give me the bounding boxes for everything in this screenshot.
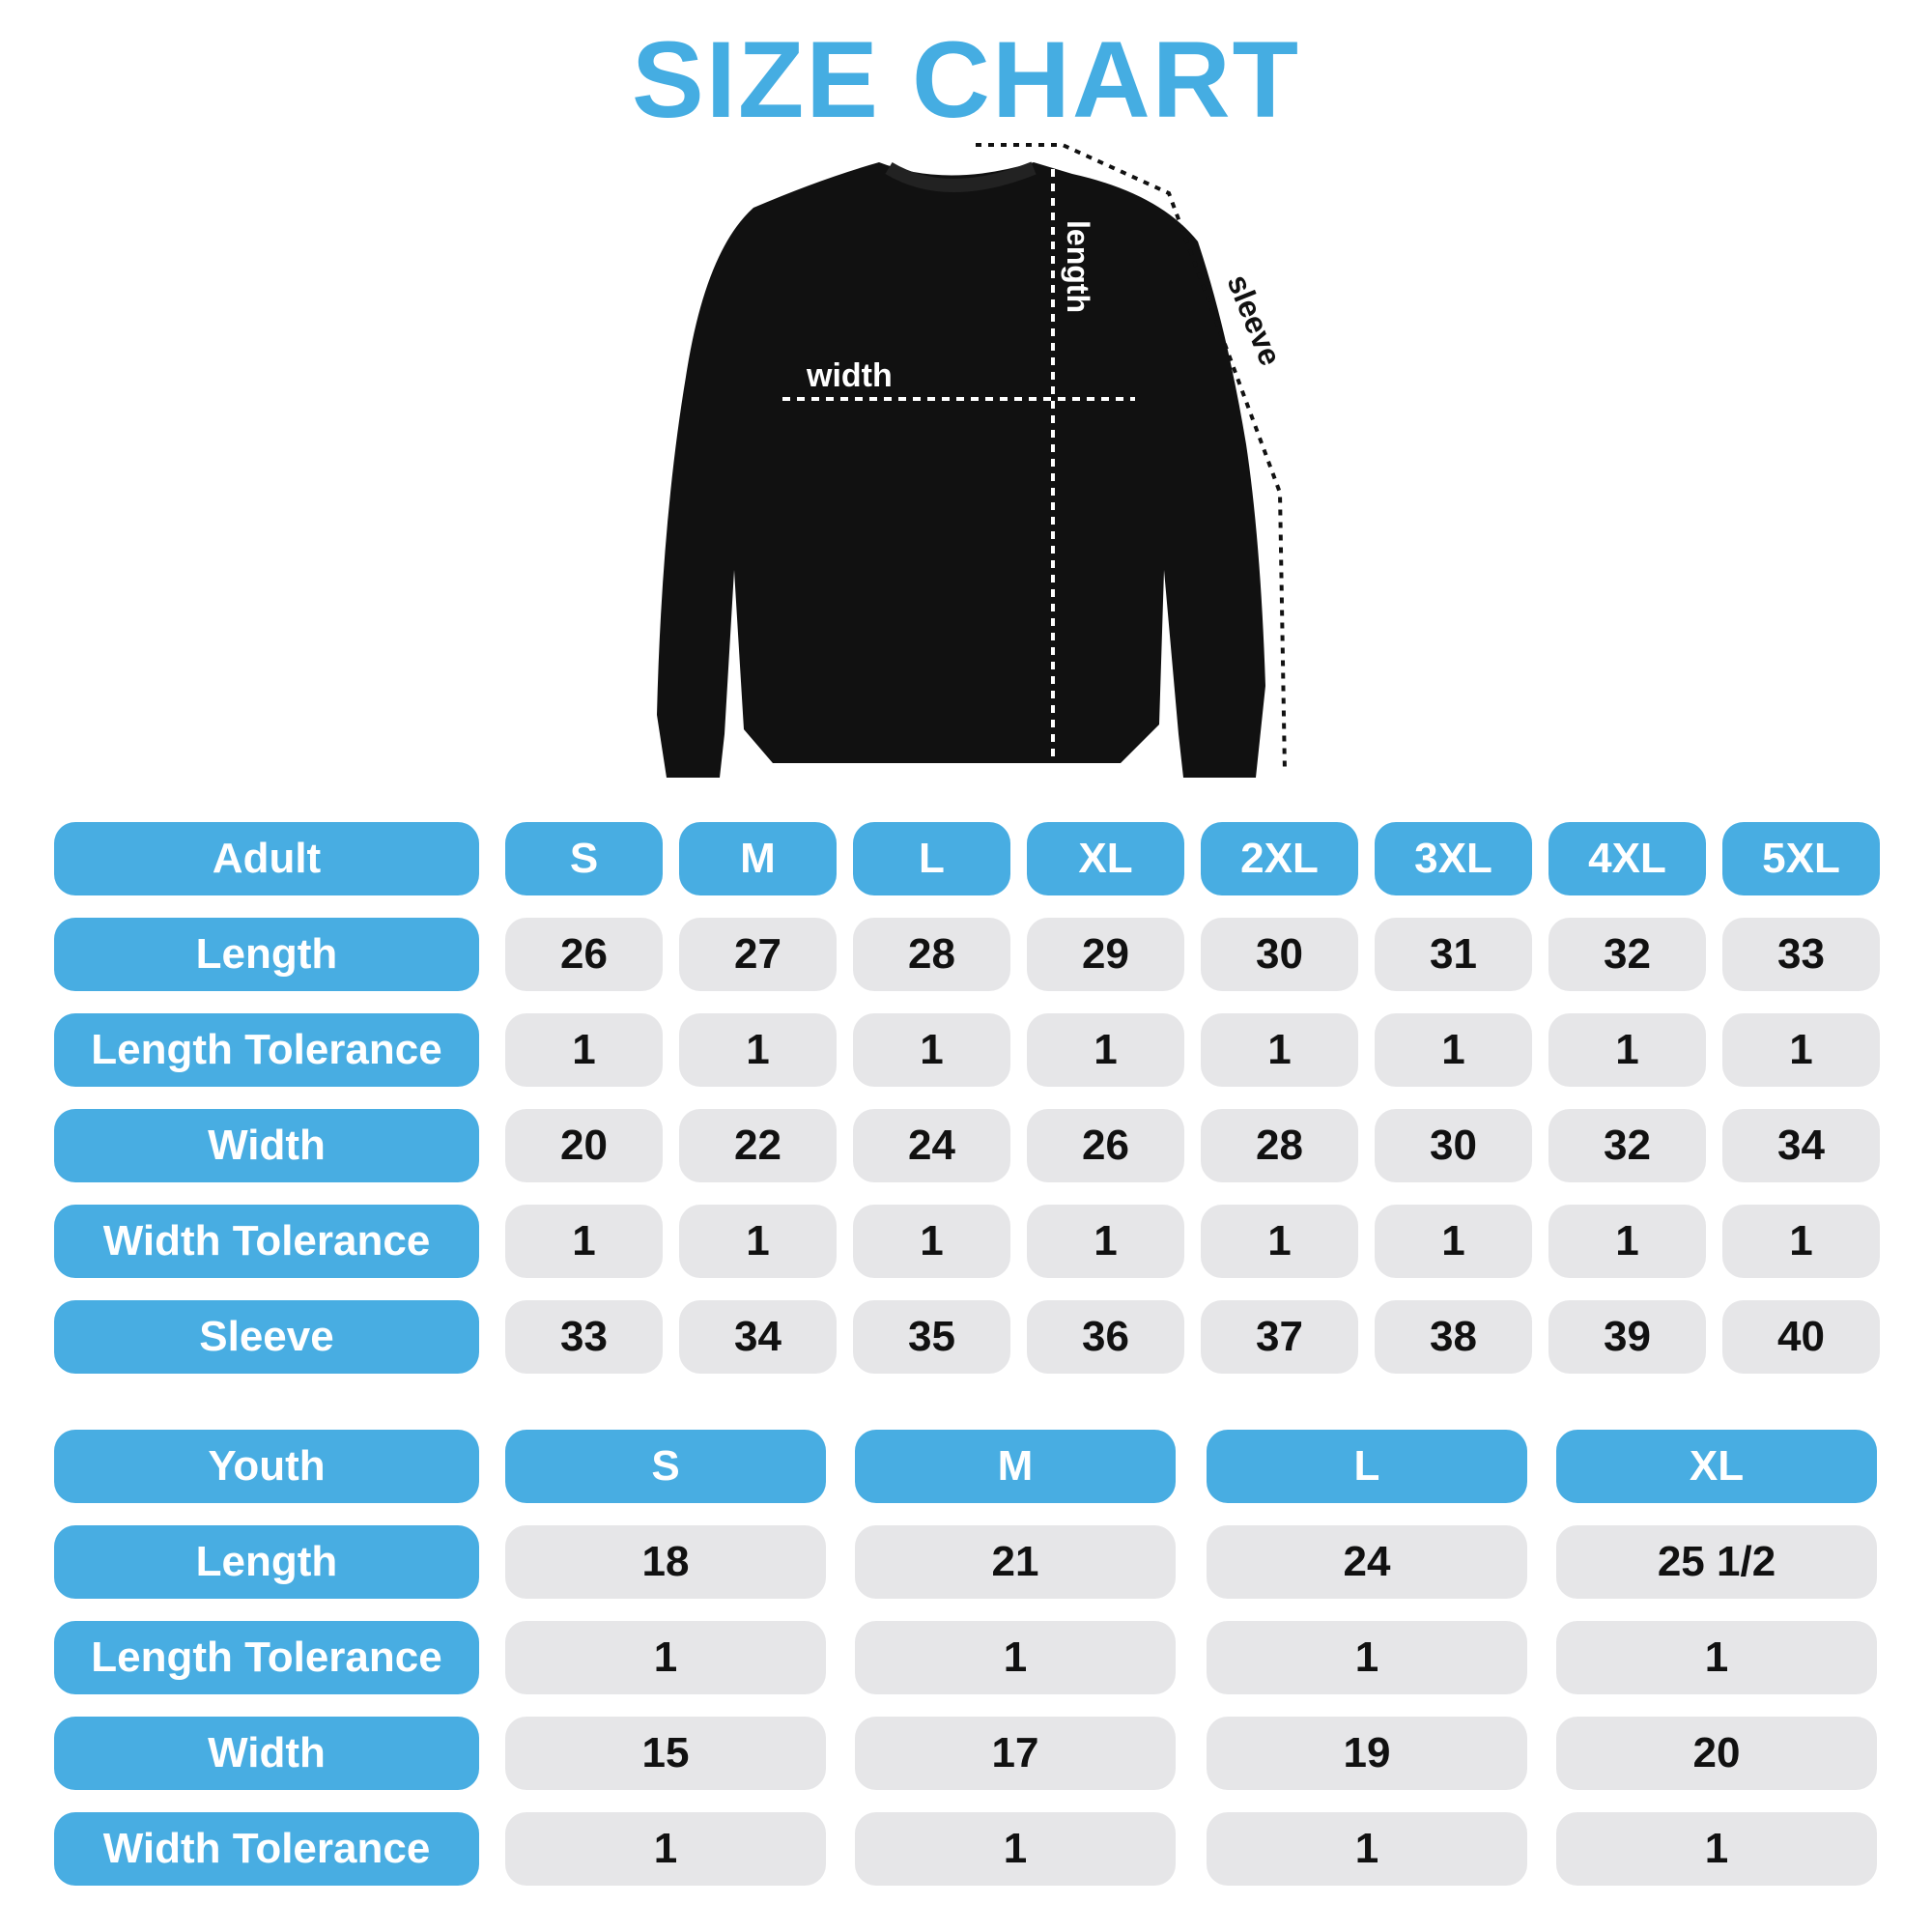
table-cell: 40 — [1722, 1300, 1880, 1374]
table-cell: 20 — [505, 1109, 663, 1182]
table-cell: 33 — [1722, 918, 1880, 991]
table-cell: 35 — [853, 1300, 1010, 1374]
size-header: S — [505, 1430, 826, 1503]
table-cell: 22 — [679, 1109, 837, 1182]
table-cell: 1 — [1027, 1205, 1184, 1278]
table-cell: 34 — [679, 1300, 837, 1374]
row-label: Length Tolerance — [54, 1621, 479, 1694]
sweater-image — [657, 162, 1265, 778]
size-header: 3XL — [1375, 822, 1532, 895]
table-cell: 27 — [679, 918, 837, 991]
table-cell: 36 — [1027, 1300, 1184, 1374]
table-cell: 26 — [1027, 1109, 1184, 1182]
table-cell: 1 — [1722, 1013, 1880, 1087]
table-cell: 1 — [505, 1013, 663, 1087]
table-cell: 1 — [505, 1205, 663, 1278]
table-cell: 30 — [1375, 1109, 1532, 1182]
table-cell: 1 — [1722, 1205, 1880, 1278]
page-title: SIZE CHART — [632, 19, 1300, 140]
size-header: 5XL — [1722, 822, 1880, 895]
row-label: Width Tolerance — [54, 1205, 479, 1278]
size-header: M — [679, 822, 837, 895]
table-cell: 1 — [855, 1621, 1176, 1694]
table-cell: 24 — [853, 1109, 1010, 1182]
row-label: Width — [54, 1717, 479, 1790]
table-cell: 17 — [855, 1717, 1176, 1790]
table-cell: 1 — [855, 1812, 1176, 1886]
table-cell: 25 1/2 — [1556, 1525, 1877, 1599]
row-label: Length — [54, 918, 479, 991]
table-cell: 30 — [1201, 918, 1358, 991]
width-label: width — [806, 357, 893, 394]
sleeve-line — [976, 143, 1287, 774]
table-cell: 1 — [1548, 1205, 1706, 1278]
table-cell: 1 — [1207, 1621, 1527, 1694]
table-cell: 1 — [853, 1013, 1010, 1087]
table-cell: 20 — [1556, 1717, 1877, 1790]
table-cell: 1 — [1556, 1621, 1877, 1694]
size-header: 2XL — [1201, 822, 1358, 895]
table-cell: 1 — [853, 1205, 1010, 1278]
table-cell: 24 — [1207, 1525, 1527, 1599]
table-cell: 31 — [1375, 918, 1532, 991]
table-cell: 29 — [1027, 918, 1184, 991]
row-label: Length — [54, 1525, 479, 1599]
row-label: Width — [54, 1109, 479, 1182]
table-cell: 1 — [679, 1013, 837, 1087]
row-label: Width Tolerance — [54, 1812, 479, 1886]
table-cell: 38 — [1375, 1300, 1532, 1374]
table-cell: 34 — [1722, 1109, 1880, 1182]
table-cell: 39 — [1548, 1300, 1706, 1374]
size-header: S — [505, 822, 663, 895]
sweater-diagram: width length sleeve — [657, 143, 1289, 778]
length-label: length — [1061, 220, 1095, 313]
table-cell: 15 — [505, 1717, 826, 1790]
row-label: Length Tolerance — [54, 1013, 479, 1087]
size-header: 4XL — [1548, 822, 1706, 895]
sweater-collar — [885, 161, 1037, 192]
table-cell: 19 — [1207, 1717, 1527, 1790]
table-cell: 37 — [1201, 1300, 1358, 1374]
table-cell: 32 — [1548, 1109, 1706, 1182]
table-cell: 1 — [1556, 1812, 1877, 1886]
size-header: XL — [1556, 1430, 1877, 1503]
table-cell: 1 — [1207, 1812, 1527, 1886]
table-cell: 1 — [1201, 1013, 1358, 1087]
table-cell: 1 — [1548, 1013, 1706, 1087]
table-cell: 1 — [1201, 1205, 1358, 1278]
table-cell: 1 — [1027, 1013, 1184, 1087]
table-cell: 21 — [855, 1525, 1176, 1599]
table-cell: 33 — [505, 1300, 663, 1374]
table-cell: 1 — [505, 1621, 826, 1694]
table-cell: 1 — [1375, 1205, 1532, 1278]
size-header: XL — [1027, 822, 1184, 895]
adult-header: Adult — [54, 822, 479, 895]
table-cell: 28 — [1201, 1109, 1358, 1182]
table-cell: 28 — [853, 918, 1010, 991]
size-header: L — [1207, 1430, 1527, 1503]
table-cell: 18 — [505, 1525, 826, 1599]
youth-header: Youth — [54, 1430, 479, 1503]
table-cell: 32 — [1548, 918, 1706, 991]
table-cell: 1 — [679, 1205, 837, 1278]
row-label: Sleeve — [54, 1300, 479, 1374]
table-cell: 1 — [505, 1812, 826, 1886]
table-cell: 26 — [505, 918, 663, 991]
table-cell: 1 — [1375, 1013, 1532, 1087]
size-header: M — [855, 1430, 1176, 1503]
size-header: L — [853, 822, 1010, 895]
